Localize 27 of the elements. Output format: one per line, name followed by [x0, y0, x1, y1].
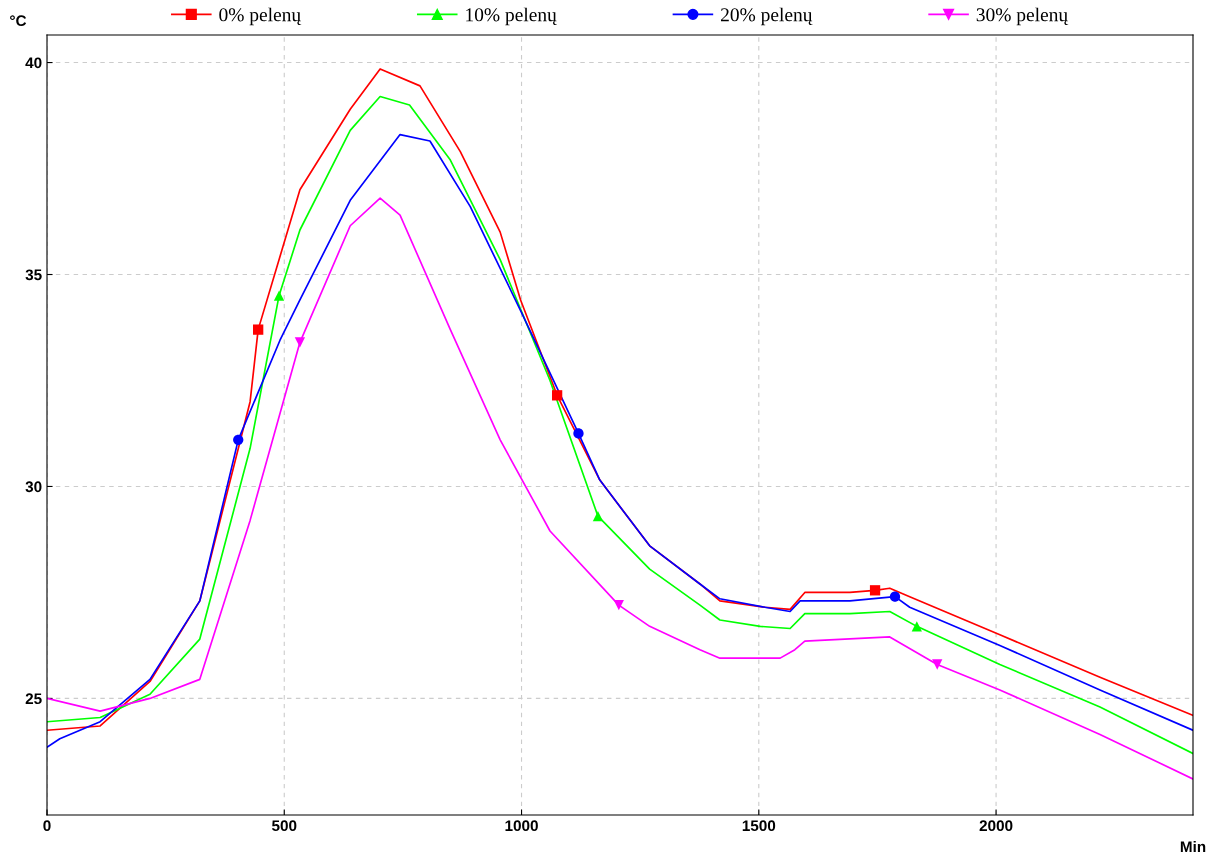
x-tick-label: 500: [271, 820, 297, 832]
y-axis-title: °C: [10, 15, 27, 27]
point: [911, 621, 922, 632]
y-tick-label: 35: [25, 269, 42, 281]
point: [273, 290, 285, 301]
point: [889, 591, 901, 602]
y-tick-label: 25: [25, 693, 42, 705]
legend-label: 30% pelenų: [976, 7, 1069, 26]
y-tick-label: 30: [25, 481, 42, 493]
x-tick-label: 0: [43, 820, 51, 832]
x-tick-label: 1500: [742, 820, 776, 832]
point: [551, 390, 563, 401]
legend-label: 10% pelenų: [466, 7, 557, 26]
x-axis-title: Min: [1180, 840, 1206, 852]
x-tick-label: 2000: [979, 820, 1013, 832]
point: [869, 585, 881, 596]
point: [932, 659, 943, 670]
point: [573, 428, 584, 439]
point: [253, 324, 264, 335]
x-tick-label: 1000: [505, 820, 538, 832]
point: [592, 510, 604, 522]
point: [613, 600, 624, 611]
legend-label: 20% pelenų: [720, 7, 813, 26]
y-tick-label: 40: [25, 57, 42, 69]
legend-label: 0% pelenų: [219, 7, 302, 26]
point: [233, 434, 244, 445]
point: [294, 337, 306, 348]
